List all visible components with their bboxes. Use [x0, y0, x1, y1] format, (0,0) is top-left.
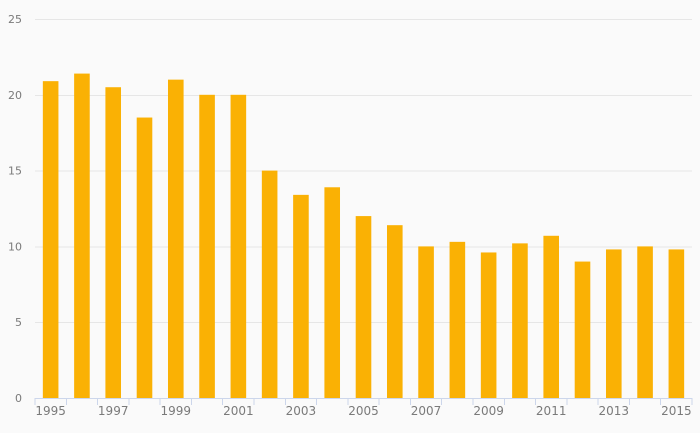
x-axis-label-2011: 2011: [536, 404, 567, 418]
bar-2001[interactable]: [230, 94, 247, 399]
x-axis-label-2007: 2007: [411, 404, 442, 418]
bar-2009[interactable]: [480, 252, 497, 398]
bar-1996[interactable]: [74, 73, 90, 398]
bar-2008[interactable]: [449, 241, 466, 398]
bar-2015[interactable]: [668, 249, 685, 398]
x-axis-label-2005: 2005: [348, 404, 379, 418]
x-axis-label-2001: 2001: [223, 404, 254, 418]
bar-1995[interactable]: [42, 81, 59, 398]
bar-1998[interactable]: [136, 117, 153, 398]
y-axis-label-5: 5: [15, 316, 22, 329]
y-axis-label-0: 0: [15, 392, 22, 405]
bar-2012[interactable]: [574, 261, 591, 398]
x-axis-label-2013: 2013: [599, 404, 630, 418]
y-axis-label-15: 15: [8, 165, 22, 178]
bar-2002[interactable]: [261, 170, 278, 398]
x-axis-label-2015: 2015: [661, 404, 692, 418]
bar-2013[interactable]: [605, 249, 622, 398]
y-axis-label-10: 10: [8, 240, 22, 253]
x-axis-label-1999: 1999: [161, 404, 192, 418]
bar-2014[interactable]: [637, 246, 653, 398]
x-axis-label-2003: 2003: [286, 404, 317, 418]
x-axis-label-1995: 1995: [35, 404, 66, 418]
bar-1999[interactable]: [167, 79, 184, 398]
bar-2006[interactable]: [386, 225, 403, 398]
bar-1997[interactable]: [105, 87, 122, 398]
bar-2011[interactable]: [543, 235, 560, 398]
bar-2010[interactable]: [512, 243, 528, 398]
bar-2003[interactable]: [293, 194, 309, 398]
bar-2005[interactable]: [355, 216, 372, 398]
bar-2004[interactable]: [324, 187, 341, 398]
x-axis-label-2009: 2009: [473, 404, 504, 418]
bar-2000[interactable]: [199, 94, 215, 399]
x-axis-label-1997: 1997: [98, 404, 129, 418]
y-axis-label-25: 25: [8, 13, 22, 26]
bar-2007[interactable]: [418, 246, 434, 398]
y-axis-label-20: 20: [8, 89, 22, 102]
